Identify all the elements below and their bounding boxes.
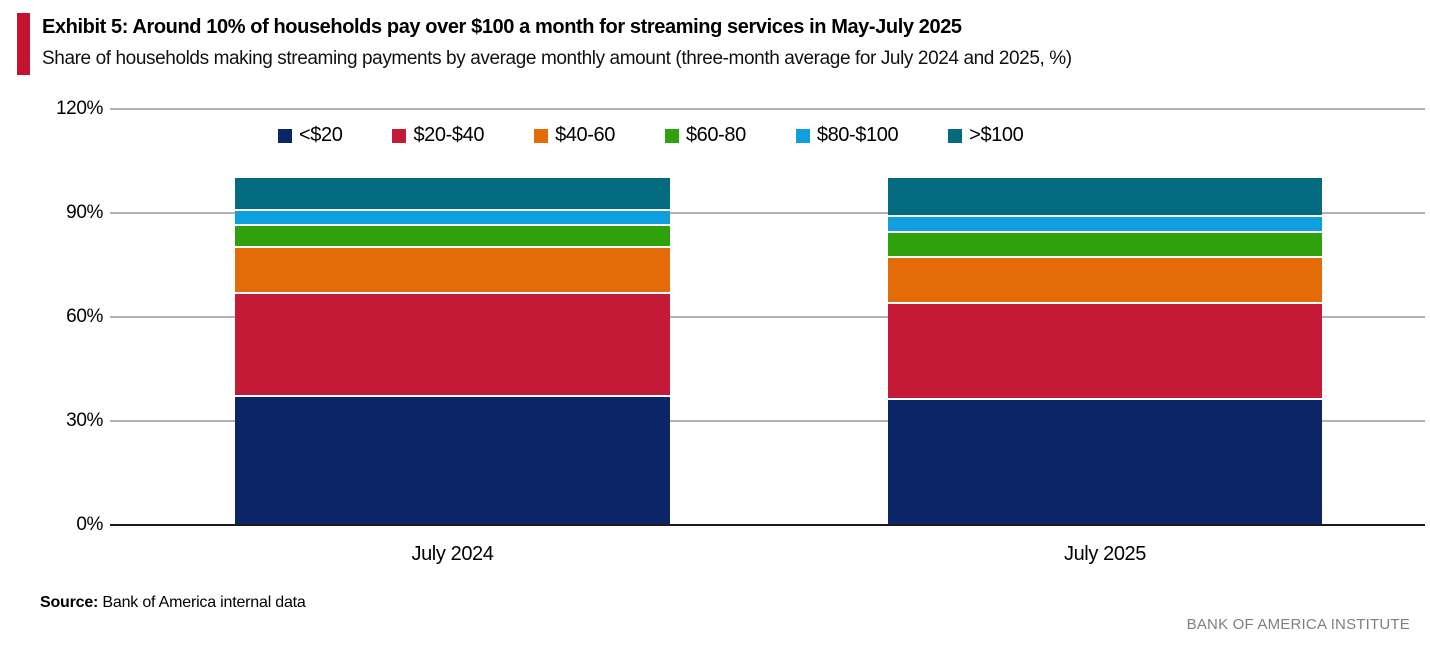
bar-segment [235, 210, 670, 225]
institute-wordmark: BANK OF AMERICA INSTITUTE [1186, 616, 1410, 633]
bar-segment [235, 397, 670, 525]
legend-label: $60-80 [685, 124, 746, 146]
legend-label: <$20 [299, 124, 343, 146]
bar-segment [235, 248, 670, 293]
legend-swatch [392, 128, 407, 143]
legend-item: <$20 [278, 124, 343, 147]
source-line: Source: Bank of America internal data [40, 594, 306, 612]
bar-segment [235, 294, 670, 396]
x-axis: July 2024 July 2025 [110, 543, 1425, 571]
bar-segment [888, 232, 1322, 257]
bar-segment [235, 226, 670, 247]
bar-segment [888, 304, 1322, 399]
category-label: July 2025 [1063, 543, 1146, 565]
gridline [110, 420, 1425, 422]
bar-segment [888, 217, 1322, 231]
category-label: July 2024 [411, 543, 494, 565]
source-text: Bank of America internal data [102, 594, 306, 611]
gridline [110, 108, 1425, 110]
exhibit-subtitle: Share of households making streaming pay… [42, 48, 1072, 69]
legend-swatch [948, 128, 963, 143]
legend-label: >$100 [969, 124, 1024, 146]
y-axis: 0% 30% 60% 90% 120% [0, 98, 103, 535]
legend-label: $80-$100 [816, 124, 899, 146]
gridline [110, 212, 1425, 214]
y-tick-label: 60% [66, 306, 103, 327]
legend-swatch [795, 128, 810, 143]
gridline [110, 316, 1425, 318]
legend-swatch [278, 128, 292, 143]
legend-swatch [664, 128, 679, 143]
legend-swatch [534, 128, 549, 143]
legend-label: $40-60 [555, 124, 615, 146]
legend-item: >$100 [948, 124, 1024, 147]
bar-segment [235, 178, 670, 209]
legend-item: $40-60 [534, 124, 615, 147]
y-tick-label: 90% [66, 202, 103, 223]
legend-item: $60-80 [664, 124, 746, 147]
y-tick-label: 0% [76, 514, 103, 535]
legend-item: $20-$40 [392, 124, 484, 147]
x-axis-baseline [110, 524, 1425, 526]
chart-legend: <$20 $20-$40 $40-60 $60-80 $80-$100 >$100 [278, 124, 1024, 147]
stacked-bar [235, 178, 670, 525]
y-tick-label: 30% [66, 410, 103, 431]
bar-segment [888, 400, 1322, 525]
y-tick-label: 120% [56, 98, 103, 119]
legend-label: $20-$40 [413, 124, 485, 146]
title-accent-bar [17, 13, 30, 75]
source-label: Source: [40, 594, 103, 611]
legend-item: $80-$100 [795, 124, 899, 147]
bar-segment [888, 258, 1322, 303]
bar-segment [888, 178, 1322, 216]
plot-area [110, 108, 1425, 526]
exhibit-title: Exhibit 5: Around 10% of households pay … [42, 16, 962, 38]
stacked-bar [888, 178, 1322, 525]
